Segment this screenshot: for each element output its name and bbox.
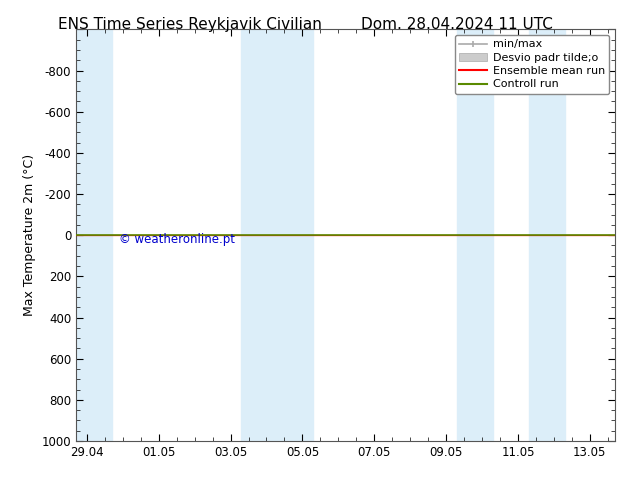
Bar — [76, 29, 112, 441]
Text: Dom. 28.04.2024 11 UTC: Dom. 28.04.2024 11 UTC — [361, 17, 552, 32]
Text: ENS Time Series Reykjavik Civilian: ENS Time Series Reykjavik Civilian — [58, 17, 322, 32]
Bar — [242, 29, 313, 441]
Y-axis label: Max Temperature 2m (°C): Max Temperature 2m (°C) — [23, 154, 36, 316]
Legend: min/max, Desvio padr tilde;o, Ensemble mean run, Controll run: min/max, Desvio padr tilde;o, Ensemble m… — [455, 35, 609, 94]
Bar — [457, 29, 493, 441]
Text: © weatheronline.pt: © weatheronline.pt — [119, 233, 235, 246]
Bar — [529, 29, 565, 441]
